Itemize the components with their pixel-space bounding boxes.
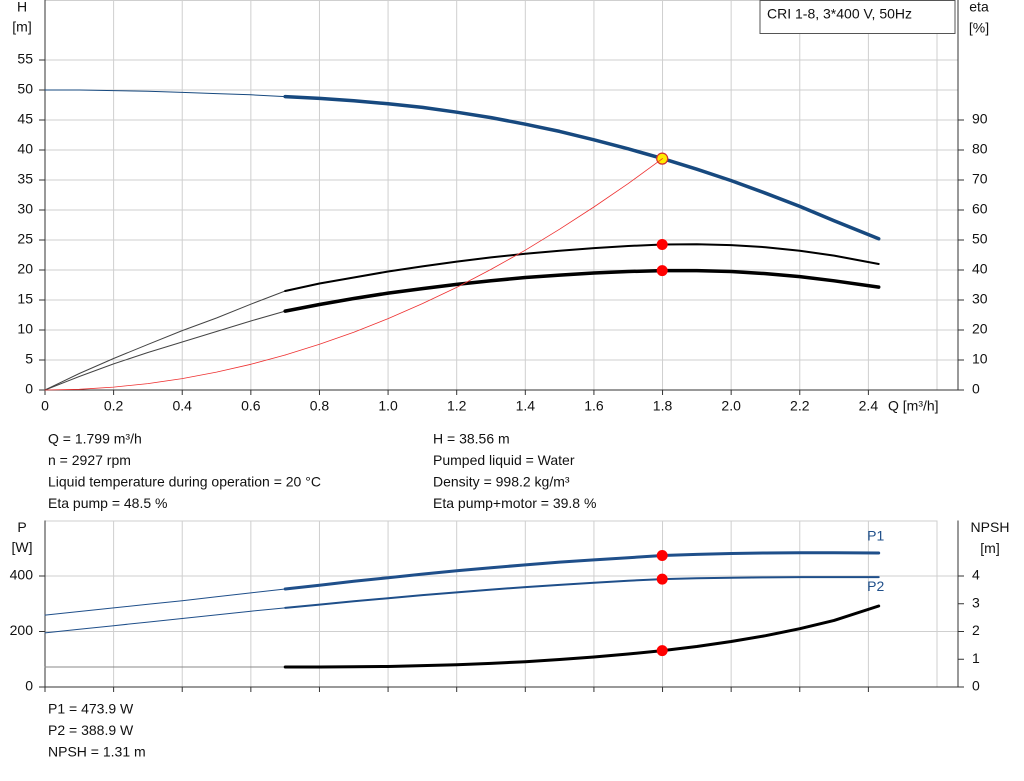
readout: n = 2927 rpm bbox=[48, 452, 131, 468]
y2-tick-label: 3 bbox=[972, 594, 980, 610]
curve bbox=[284, 576, 880, 609]
y-tick-label: 15 bbox=[17, 291, 33, 307]
y-tick-label: 0 bbox=[25, 381, 33, 397]
y-tick-label: 55 bbox=[17, 51, 33, 67]
y-tick-label: 25 bbox=[17, 231, 33, 247]
series-label: P1 bbox=[867, 528, 884, 544]
curve-thin bbox=[44, 588, 286, 616]
curve bbox=[283, 268, 881, 313]
series-label: P2 bbox=[867, 578, 884, 594]
operating-point bbox=[656, 645, 668, 657]
y-axis-label: P bbox=[17, 519, 26, 535]
readout: Pumped liquid = Water bbox=[433, 452, 575, 468]
readout: NPSH = 1.31 m bbox=[48, 744, 146, 760]
curve-thin bbox=[44, 290, 286, 391]
x-tick-label: 1.8 bbox=[653, 398, 673, 414]
readout: H = 38.56 m bbox=[433, 431, 510, 447]
y2-axis-label: NPSH bbox=[971, 519, 1010, 535]
title-box bbox=[759, 0, 956, 34]
x-tick-label: 0.6 bbox=[241, 398, 261, 414]
readout: Eta pump = 48.5 % bbox=[48, 495, 167, 511]
y-tick-label: 35 bbox=[17, 171, 33, 187]
x-tick-label: 2.2 bbox=[790, 398, 810, 414]
y-axis-label: H bbox=[17, 0, 27, 15]
x-tick-label: 1.6 bbox=[584, 398, 604, 414]
readout: P2 = 388.9 W bbox=[48, 722, 134, 738]
y-tick-label: 50 bbox=[17, 81, 33, 97]
y2-tick-label: 4 bbox=[972, 567, 980, 583]
curve-thin bbox=[44, 89, 286, 98]
x-tick-label: 1.4 bbox=[516, 398, 536, 414]
x-tick-label: 0.8 bbox=[310, 398, 330, 414]
y-tick-label: 20 bbox=[17, 261, 33, 277]
chart-title: CRI 1-8, 3*400 V, 50Hz bbox=[767, 6, 912, 22]
curve bbox=[284, 243, 880, 292]
y2-tick-label: 30 bbox=[972, 291, 988, 307]
curve bbox=[283, 604, 881, 669]
y-tick-label: 40 bbox=[17, 141, 33, 157]
y2-tick-label: 70 bbox=[972, 171, 988, 187]
y-axis-unit: [W] bbox=[12, 539, 33, 555]
readout: Density = 998.2 kg/m³ bbox=[433, 474, 570, 490]
x-axis-label: Q [m³/h] bbox=[888, 398, 939, 414]
y2-tick-label: 50 bbox=[972, 231, 988, 247]
x-tick-label: 0.4 bbox=[172, 398, 192, 414]
y2-tick-label: 2 bbox=[972, 622, 980, 638]
operating-point bbox=[656, 265, 668, 277]
operating-point bbox=[656, 573, 668, 585]
y2-tick-label: 90 bbox=[972, 111, 988, 127]
x-tick-label: 2.0 bbox=[721, 398, 741, 414]
y2-tick-label: 0 bbox=[972, 381, 980, 397]
curve bbox=[283, 551, 881, 591]
curve bbox=[283, 94, 881, 241]
y2-axis-unit: [m] bbox=[980, 540, 999, 556]
operating-point bbox=[656, 239, 668, 250]
y-axis-unit: [m] bbox=[12, 19, 31, 35]
x-tick-label: 1.2 bbox=[447, 398, 467, 414]
y-tick-label: 30 bbox=[17, 201, 33, 217]
x-tick-label: 0 bbox=[41, 398, 49, 414]
curve-thin bbox=[44, 310, 286, 391]
y2-axis-label: eta bbox=[969, 0, 989, 15]
readout: P1 = 473.9 W bbox=[48, 701, 134, 717]
y-tick-label: 5 bbox=[25, 351, 33, 367]
curve-thin bbox=[44, 607, 286, 634]
y2-tick-label: 20 bbox=[972, 321, 988, 337]
readout: Liquid temperature during operation = 20… bbox=[48, 474, 321, 490]
y-tick-label: 0 bbox=[25, 678, 33, 694]
y2-tick-label: 1 bbox=[972, 650, 980, 666]
readout: Q = 1.799 m³/h bbox=[48, 431, 142, 447]
readout: Eta pump+motor = 39.8 % bbox=[433, 495, 596, 511]
y2-tick-label: 60 bbox=[972, 201, 988, 217]
y2-axis-unit: [%] bbox=[969, 20, 989, 36]
y2-tick-label: 0 bbox=[972, 678, 980, 694]
curve-thin bbox=[44, 354, 286, 391]
y-tick-label: 10 bbox=[17, 321, 33, 337]
x-tick-label: 0.2 bbox=[104, 398, 124, 414]
x-tick-label: 1.0 bbox=[378, 398, 398, 414]
y-tick-label: 400 bbox=[10, 567, 34, 583]
y2-tick-label: 40 bbox=[972, 261, 988, 277]
curve bbox=[284, 158, 663, 356]
y2-tick-label: 80 bbox=[972, 141, 988, 157]
y2-tick-label: 10 bbox=[972, 351, 988, 367]
y-tick-label: 45 bbox=[17, 111, 33, 127]
operating-point bbox=[656, 549, 668, 561]
x-tick-label: 2.4 bbox=[859, 398, 879, 414]
y-tick-label: 200 bbox=[10, 622, 34, 638]
